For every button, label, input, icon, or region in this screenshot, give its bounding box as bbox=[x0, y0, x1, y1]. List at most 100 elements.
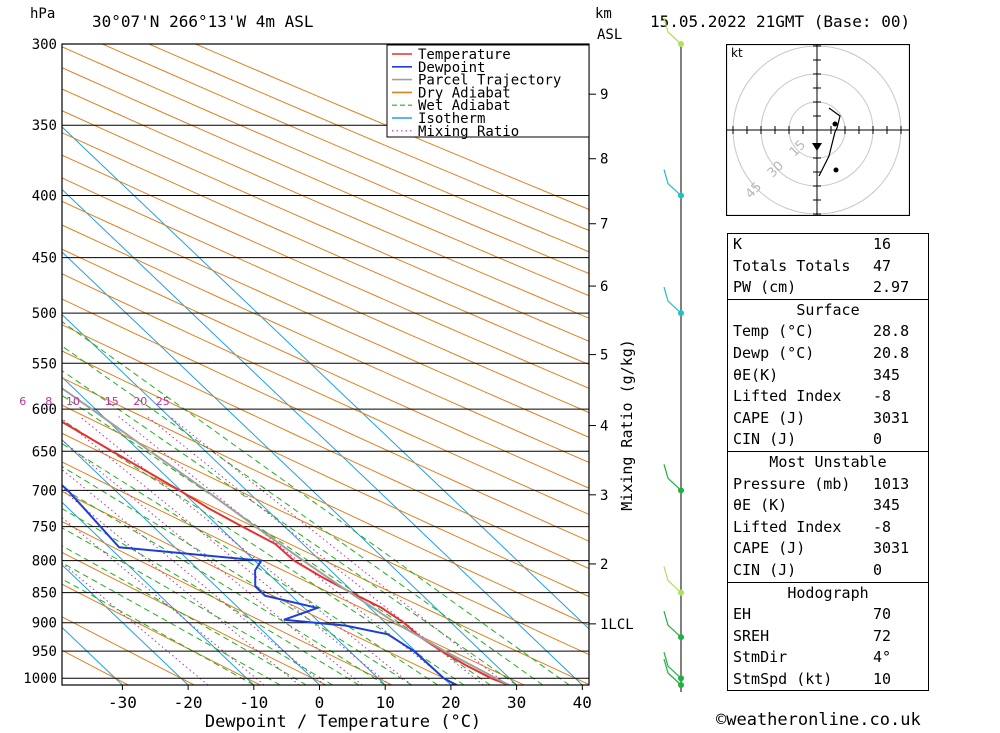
pressure-tick-label: 450 bbox=[32, 251, 57, 267]
pressure-tick-label: 900 bbox=[32, 616, 57, 632]
wet-adiabat-line bbox=[62, 419, 465, 685]
dry-adiabat-line bbox=[62, 350, 589, 598]
dry-adiabat-line bbox=[62, 273, 589, 515]
dry-adiabat-line bbox=[62, 224, 589, 464]
mixing-ratio-line bbox=[62, 439, 363, 685]
isotherm-line bbox=[62, 439, 320, 685]
wind-barb bbox=[663, 610, 682, 638]
mixing-ratio-label: 15 bbox=[105, 395, 119, 408]
pressure-tick-label: 600 bbox=[32, 402, 57, 418]
pressure-tick-label: 1000 bbox=[23, 671, 57, 687]
dry-adiabat-line bbox=[62, 177, 589, 414]
dry-adiabat-line bbox=[62, 377, 589, 626]
height-tick-label: 7 bbox=[600, 217, 608, 233]
wind-barb bbox=[663, 464, 682, 491]
temperature-tick-label: -20 bbox=[174, 693, 203, 712]
height-tick-label: 8 bbox=[600, 152, 608, 168]
mixing-ratio-line bbox=[168, 415, 508, 685]
hodo-stmspd: StmSpd (kt) 10 bbox=[733, 669, 892, 688]
mu-thetae: θE (K) 345 bbox=[733, 496, 901, 515]
skew-t-chart: 1234681015202530035040045050055060065070… bbox=[19, 17, 684, 732]
wet-adiabat-line bbox=[62, 507, 360, 685]
wet-adiabat-line bbox=[62, 443, 439, 685]
surface-title: Surface bbox=[728, 298, 928, 322]
dry-adiabat-line bbox=[62, 132, 589, 366]
wind-barb bbox=[663, 17, 682, 45]
isotherm-line bbox=[62, 501, 255, 685]
height-tick-label: 1LCL bbox=[600, 617, 634, 633]
legend-entry: Dry Adiabat bbox=[418, 85, 511, 101]
pressure-tick-label: 500 bbox=[32, 306, 57, 322]
wet-adiabat-line bbox=[62, 487, 386, 685]
dry-adiabat-line bbox=[62, 684, 63, 685]
wet-adiabat-line bbox=[62, 465, 412, 685]
dry-adiabat-line bbox=[147, 44, 589, 231]
wet-adiabat-line bbox=[62, 345, 544, 685]
temperature-tick-label: 40 bbox=[573, 693, 592, 712]
x-axis-label: Dewpoint / Temperature (°C) bbox=[205, 712, 481, 732]
dry-adiabat-line bbox=[62, 298, 589, 542]
wind-barb bbox=[663, 169, 682, 196]
pressure-tick-label: 300 bbox=[32, 37, 57, 53]
hodograph-point bbox=[833, 167, 839, 173]
pressure-unit-label: hPa bbox=[30, 6, 56, 22]
mixing-ratio-line bbox=[62, 418, 391, 685]
pressure-tick-label: 700 bbox=[32, 483, 57, 499]
surface-lifted: Lifted Index -8 bbox=[733, 387, 892, 406]
isotherm-line bbox=[62, 376, 386, 685]
pressure-tick-label: 350 bbox=[32, 118, 57, 134]
dry-adiabat-line bbox=[62, 110, 589, 342]
hodo-title: Hodograph bbox=[728, 581, 928, 605]
height-reference-label: ASL bbox=[597, 27, 623, 43]
legend-entry: Wet Adiabat bbox=[418, 98, 511, 114]
legend-entry: Parcel Trajectory bbox=[418, 73, 561, 89]
legend-entry: Dewpoint bbox=[418, 60, 485, 76]
wind-barb bbox=[663, 658, 682, 686]
surface-cape: CAPE (J) 3031 bbox=[733, 408, 910, 427]
height-tick-label: 4 bbox=[600, 419, 608, 435]
hodograph-trace bbox=[818, 107, 841, 177]
surface-dewp: Dewp (°C) 20.8 bbox=[733, 343, 910, 362]
height-tick-label: 9 bbox=[600, 87, 608, 103]
hodograph-chart: kt 15 30 45 bbox=[726, 44, 910, 216]
wet-adiabat-line bbox=[62, 578, 255, 685]
hodograph-point bbox=[832, 121, 838, 127]
dry-adiabat-line bbox=[62, 88, 589, 319]
wind-profile bbox=[663, 17, 684, 692]
wet-adiabat-line bbox=[62, 321, 570, 685]
dry-adiabat-line bbox=[62, 461, 525, 685]
wind-barb bbox=[663, 652, 682, 679]
mu-title: Most Unstable bbox=[728, 450, 928, 474]
wind-barb bbox=[663, 566, 682, 594]
isotherm-line bbox=[62, 251, 517, 685]
dry-adiabat-line bbox=[62, 200, 589, 438]
isotherm-line bbox=[62, 564, 189, 685]
mixing-ratio-label: 10 bbox=[66, 395, 80, 408]
dry-adiabat-line bbox=[62, 248, 589, 489]
dry-adiabat-line bbox=[62, 432, 589, 685]
stat-row-pw: PW (cm) 2.97 bbox=[733, 278, 910, 297]
station-location: 30°07'N 266°13'W 4m ASL bbox=[92, 12, 314, 31]
hodo-stmdir: StmDir 4° bbox=[733, 648, 892, 667]
legend-box bbox=[386, 44, 590, 138]
copyright-link[interactable]: ©weatheronline.co.uk bbox=[716, 710, 921, 730]
pressure-tick-label: 550 bbox=[32, 356, 57, 372]
height-tick-label: 3 bbox=[600, 488, 608, 504]
pressure-tick-label: 650 bbox=[32, 444, 57, 460]
temperature-tick-label: -30 bbox=[108, 693, 137, 712]
dry-adiabat-line bbox=[62, 490, 459, 685]
mu-pressure: Pressure (mb) 1013 bbox=[733, 474, 910, 493]
sounding-datetime: 15.05.2022 21GMT (Base: 00) bbox=[650, 12, 911, 31]
wet-adiabat-line bbox=[62, 527, 333, 685]
hodo-sreh: SREH 72 bbox=[733, 626, 892, 645]
dry-adiabat-line bbox=[62, 324, 589, 570]
dry-adiabat-line bbox=[62, 583, 261, 685]
profile-dewpoint bbox=[62, 483, 457, 685]
mu-cin: CIN (J) 0 bbox=[733, 560, 883, 579]
pressure-tick-label: 850 bbox=[32, 586, 57, 602]
dry-adiabat-line bbox=[62, 67, 589, 297]
temperature-tick-label: -10 bbox=[239, 693, 268, 712]
legend-entry: Temperature bbox=[418, 47, 511, 63]
pressure-tick-label: 950 bbox=[32, 644, 57, 660]
wet-adiabat-line bbox=[62, 545, 307, 685]
